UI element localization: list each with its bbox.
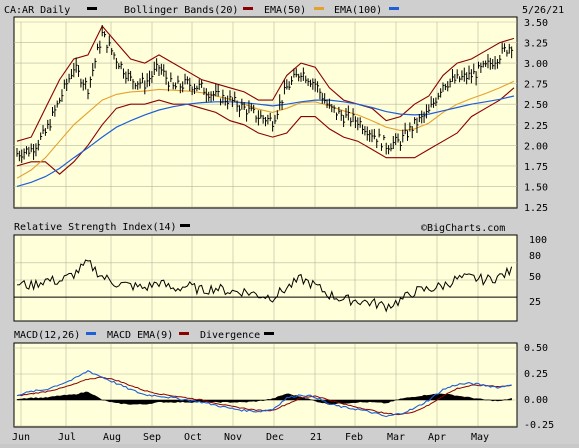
bollinger-lower-line — [16, 87, 515, 175]
price-y-tick-label: 2.25 — [524, 121, 548, 132]
rsi-line — [16, 259, 513, 313]
macd-label: MACD(12,26) — [14, 330, 80, 341]
price-y-tick-label: 1.75 — [524, 162, 548, 173]
date-label: 5/26/21 — [522, 5, 564, 16]
x-axis: Jun Jul Aug Sep Oct Nov Dec 21 Feb Mar Apr May — [12, 432, 489, 443]
x-tick-label-Mar: Mar — [387, 432, 405, 443]
rsi-legend-swatch — [180, 224, 190, 227]
price-y-tick-label: 1.25 — [524, 203, 548, 214]
macd-ema-label: MACD EMA(9) — [107, 330, 173, 341]
divergence-area — [16, 391, 512, 405]
price-y-tick-label: 1.50 — [524, 182, 548, 193]
ema100-line — [16, 95, 515, 187]
macd-y-tick-label: 0.00 — [524, 395, 548, 406]
rsi-plot — [16, 259, 513, 313]
rsi-y-tick-label: 50 — [529, 272, 541, 283]
x-tick-label-Aug: Aug — [103, 432, 121, 443]
x-tick-label-21: 21 — [310, 432, 322, 443]
price-y-tick-label: 2.00 — [524, 141, 548, 152]
rsi-grid — [14, 236, 517, 320]
x-tick-label-Jul: Jul — [58, 432, 76, 443]
ema50-legend-swatch — [314, 7, 324, 10]
price-y-tick-label: 3.25 — [524, 39, 548, 50]
macd-plot — [16, 370, 512, 418]
x-tick-label-Feb: Feb — [345, 432, 363, 443]
bollinger-upper-line — [16, 25, 515, 142]
x-tick-label-Apr: Apr — [428, 432, 446, 443]
price-y-tick-label: 3.50 — [524, 18, 548, 29]
price-y-tick-label: 3.00 — [524, 59, 548, 70]
price-y-axis: 3.50 3.25 3.00 2.75 2.50 2.25 2.00 1.75 1.50 1.25 — [524, 18, 548, 214]
macd-line — [16, 370, 512, 418]
rsi-panel — [13, 234, 518, 322]
x-tick-label-Sep: Sep — [143, 432, 161, 443]
header-legend: CA:AR Daily Bollinger Bands(20) EMA(50) … — [4, 5, 564, 16]
rsi-label: Relative Strength Index(14) — [14, 222, 177, 233]
price-y-tick-label: 2.75 — [524, 80, 548, 91]
symbol-label: CA:AR Daily — [4, 5, 70, 16]
ema50-label: EMA(50) — [264, 5, 306, 16]
rsi-y-tick-label: 25 — [529, 297, 541, 308]
macd-y-tick-label: 0.25 — [524, 369, 548, 380]
watermark: ©BigCharts.com — [421, 223, 505, 234]
x-tick-label-Dec: Dec — [266, 432, 284, 443]
rsi-y-axis: 100 80 50 25 — [529, 235, 547, 308]
bollinger-label: Bollinger Bands(20) — [124, 5, 238, 16]
bollinger-legend-swatch — [243, 7, 253, 10]
x-tick-label-Oct: Oct — [184, 432, 202, 443]
price-panel — [13, 16, 518, 209]
macd-y-axis: 0.50 0.25 0.00 -0.25 — [524, 343, 554, 431]
macd-legend-swatch — [86, 332, 96, 335]
ema50-line — [16, 80, 515, 179]
macd-y-tick-label: -0.25 — [524, 420, 554, 431]
price-plot — [16, 25, 515, 187]
divergence-label: Divergence — [200, 330, 260, 341]
price-legend-swatch — [87, 7, 97, 10]
x-tick-label-Nov: Nov — [224, 432, 242, 443]
rsi-y-tick-label: 80 — [529, 251, 541, 262]
price-y-tick-label: 2.50 — [524, 100, 548, 111]
macd-ema-legend-swatch — [179, 332, 189, 335]
x-tick-label-May: May — [471, 432, 489, 443]
ema100-label: EMA(100) — [334, 5, 382, 16]
macd-panel — [13, 342, 518, 428]
macd-y-tick-label: 0.50 — [524, 343, 548, 354]
rsi-y-tick-label: 100 — [529, 235, 547, 246]
ema100-legend-swatch — [389, 7, 399, 10]
x-tick-label-Jun: Jun — [12, 432, 30, 443]
divergence-legend-swatch — [264, 332, 274, 335]
